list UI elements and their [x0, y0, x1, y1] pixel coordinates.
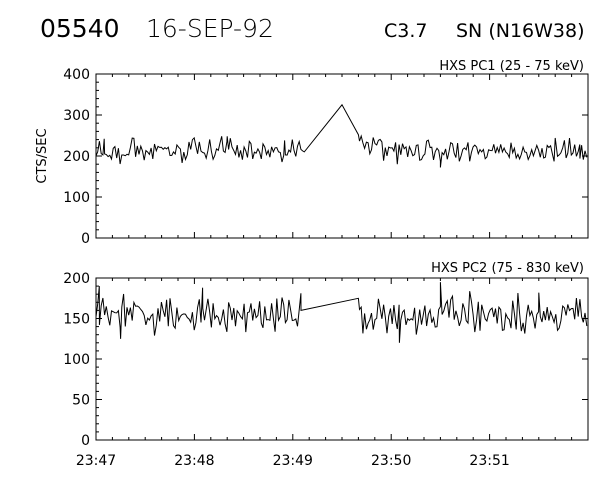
y-tick-label: 0 — [81, 231, 90, 247]
y-tick-label: 100 — [63, 352, 90, 368]
flare-class: C3.7 — [384, 20, 428, 42]
x-tick-label: 23:51 — [469, 453, 509, 469]
x-tick-label: 23:49 — [273, 453, 313, 469]
y-tick-label: 300 — [63, 108, 90, 124]
panel-pc1: HXS PC1 (25 - 75 keV) CTS/SEC 0 100 200 300… — [35, 59, 589, 247]
y-tick-label: 400 — [63, 67, 90, 83]
x-tick-label: 23:50 — [371, 453, 411, 469]
pc2-lightcurve — [95, 282, 588, 343]
y-tick-label: 100 — [63, 190, 90, 206]
x-tick-label: 23:48 — [174, 453, 214, 469]
y-tick-label: 50 — [72, 393, 90, 409]
y-tick-label: 200 — [63, 271, 90, 287]
panel-pc2: HXS PC2 (75 - 830 keV) 0 50 100 150 200 23:47… — [63, 261, 589, 469]
panel-pc1-title: HXS PC1 (25 - 75 keV) — [439, 59, 584, 74]
y-tick-label: 0 — [81, 433, 90, 449]
flare-location: SN (N16W38) — [456, 20, 585, 42]
event-date: 16-SEP-92 — [146, 14, 274, 43]
y-axis-label: CTS/SEC — [35, 128, 50, 183]
x-tick-label: 23:47 — [76, 453, 116, 469]
y-tick-label: 150 — [63, 312, 90, 328]
y-tick-label: 200 — [63, 149, 90, 165]
panel-pc2-title: HXS PC2 (75 - 830 keV) — [431, 261, 584, 276]
pc1-lightcurve — [95, 103, 588, 168]
event-id: 05540 — [40, 14, 120, 43]
